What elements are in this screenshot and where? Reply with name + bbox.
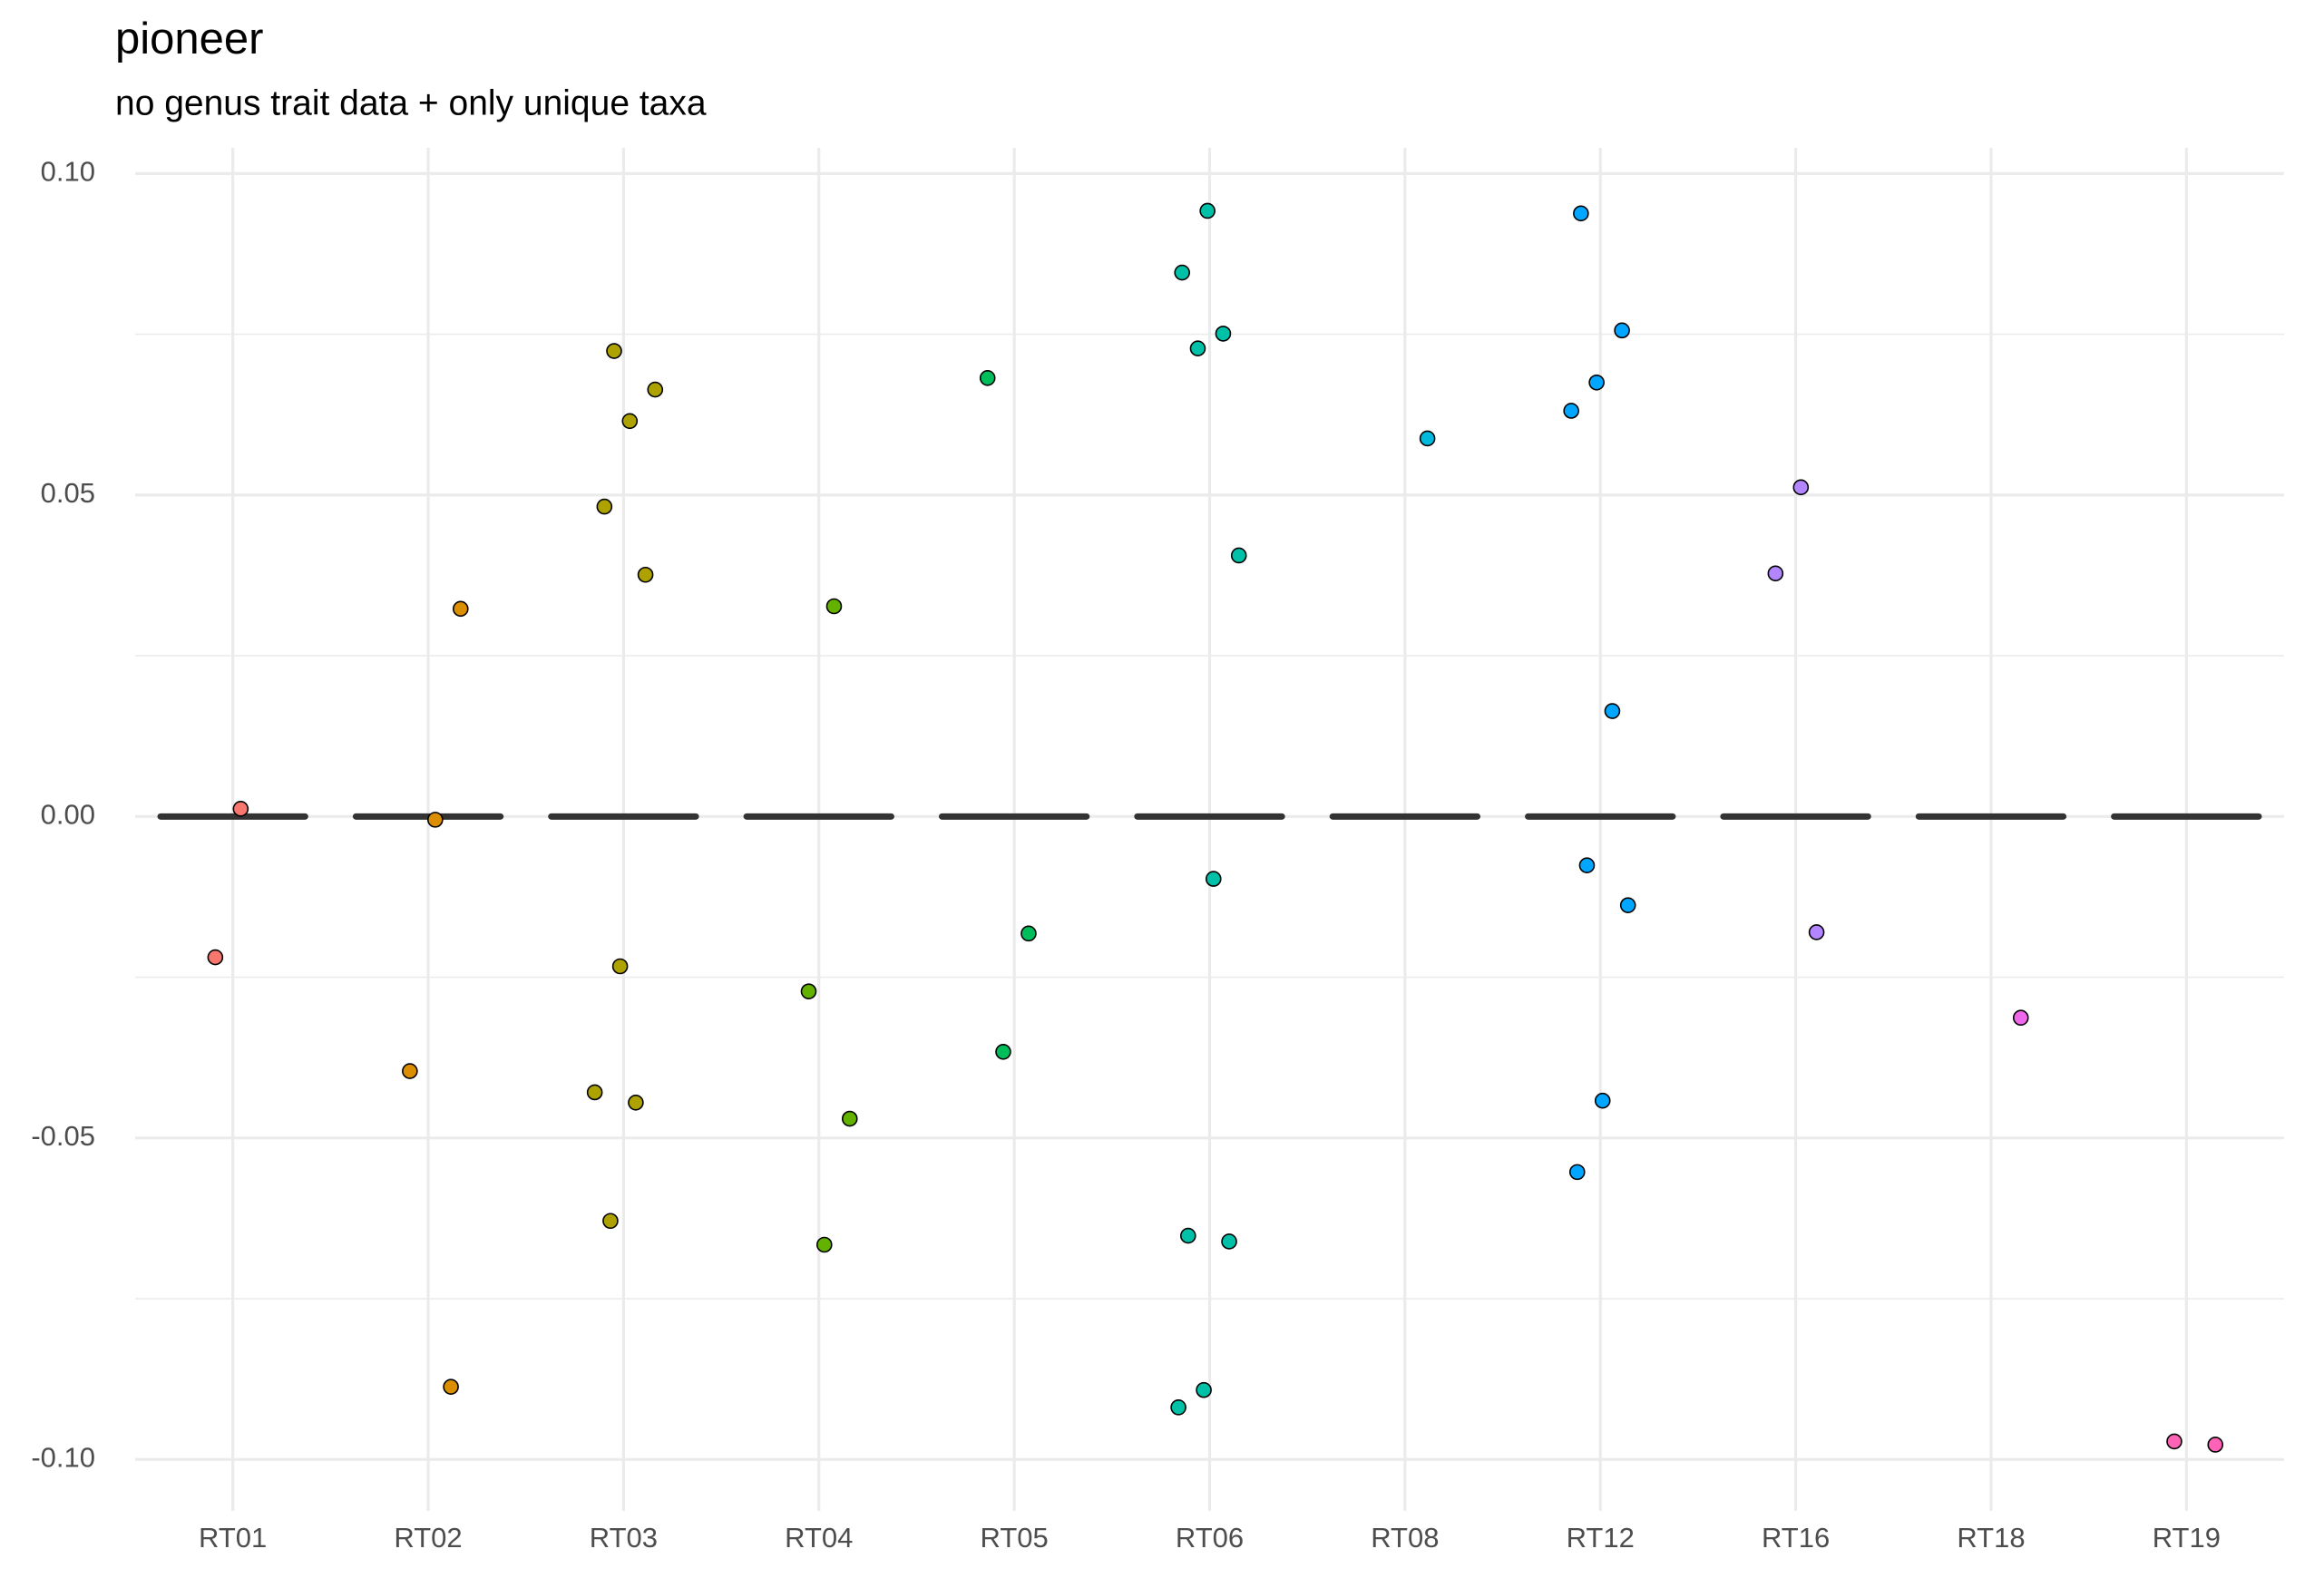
point bbox=[1174, 264, 1190, 281]
point bbox=[841, 1110, 858, 1127]
point bbox=[443, 1378, 459, 1395]
point bbox=[1221, 1233, 1237, 1250]
point bbox=[1196, 1381, 1212, 1398]
point bbox=[647, 381, 664, 398]
x-tick-label: RT05 bbox=[981, 1522, 1049, 1554]
x-tick-label: RT06 bbox=[1176, 1522, 1244, 1554]
point bbox=[1199, 202, 1216, 219]
point bbox=[815, 1236, 833, 1253]
point bbox=[628, 1095, 644, 1111]
y-tick-label: 0.05 bbox=[41, 477, 95, 509]
point bbox=[979, 370, 996, 386]
point bbox=[800, 983, 817, 999]
point bbox=[2012, 1009, 2029, 1027]
point bbox=[1230, 547, 1247, 564]
y-tick-label: -0.10 bbox=[31, 1441, 95, 1473]
point bbox=[1594, 1092, 1611, 1109]
point bbox=[207, 949, 224, 966]
point bbox=[1808, 924, 1825, 940]
point bbox=[1419, 430, 1436, 447]
point bbox=[596, 498, 613, 515]
point bbox=[1619, 897, 1636, 913]
point bbox=[2166, 1433, 2182, 1450]
point bbox=[586, 1084, 603, 1101]
point bbox=[995, 1044, 1011, 1060]
chart-title: pioneer bbox=[115, 15, 263, 63]
x-tick-label: RT04 bbox=[785, 1522, 853, 1554]
chart-subtitle: no genus trait data + only unique taxa bbox=[115, 83, 707, 122]
point bbox=[606, 343, 622, 359]
x-tick-label: RT18 bbox=[1957, 1522, 2025, 1554]
x-tick-label: RT19 bbox=[2153, 1522, 2221, 1554]
point bbox=[1179, 1227, 1196, 1244]
point bbox=[1614, 322, 1630, 339]
x-tick-label: RT02 bbox=[394, 1522, 462, 1554]
point bbox=[452, 600, 469, 618]
point bbox=[1573, 205, 1589, 222]
point bbox=[1205, 871, 1222, 887]
point bbox=[1604, 703, 1621, 719]
point bbox=[1568, 1164, 1586, 1181]
point bbox=[1020, 925, 1037, 942]
x-tick-label: RT16 bbox=[1762, 1522, 1830, 1554]
point bbox=[1215, 326, 1232, 342]
y-tick-label: 0.00 bbox=[41, 799, 95, 831]
y-tick-label: -0.05 bbox=[31, 1120, 95, 1152]
point bbox=[637, 566, 654, 583]
point bbox=[621, 413, 639, 430]
point bbox=[602, 1213, 619, 1230]
point bbox=[1170, 1399, 1186, 1416]
point bbox=[232, 801, 249, 817]
point bbox=[1189, 340, 1206, 356]
point bbox=[1563, 403, 1579, 419]
x-tick-label: RT01 bbox=[199, 1522, 267, 1554]
point bbox=[2207, 1437, 2224, 1453]
y-tick-label: 0.10 bbox=[41, 156, 95, 188]
x-tick-label: RT08 bbox=[1371, 1522, 1439, 1554]
point bbox=[825, 598, 843, 615]
point bbox=[1588, 374, 1605, 391]
point bbox=[1792, 479, 1810, 496]
point bbox=[1767, 565, 1784, 582]
point bbox=[402, 1063, 418, 1079]
point bbox=[611, 958, 629, 975]
x-tick-label: RT03 bbox=[590, 1522, 658, 1554]
x-tick-label: RT12 bbox=[1567, 1522, 1635, 1554]
point bbox=[1578, 857, 1596, 874]
point bbox=[427, 812, 444, 828]
